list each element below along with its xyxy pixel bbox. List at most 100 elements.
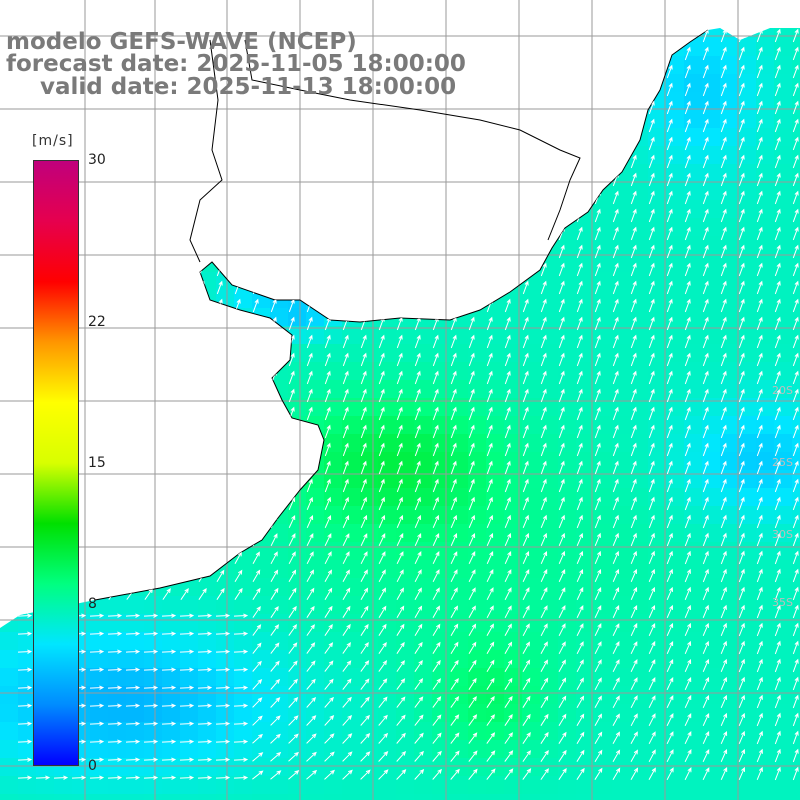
wind-arrow [432, 569, 440, 583]
wind-arrow [504, 496, 511, 511]
wind-arrow [216, 226, 223, 241]
wind-arrow [486, 244, 493, 259]
wind-arrow [144, 551, 153, 564]
wind-arrow [252, 605, 261, 618]
wind-arrow [306, 496, 313, 510]
wind-arrow [756, 388, 763, 403]
wind-arrow [107, 739, 123, 744]
wind-arrow [107, 757, 123, 762]
wind-arrow [216, 190, 223, 205]
wind-arrow [216, 406, 223, 421]
wind-arrow [666, 334, 673, 349]
wind-arrow [288, 733, 299, 744]
wind-arrow [270, 172, 277, 187]
wind-arrow [612, 677, 620, 691]
wind-arrow [288, 352, 295, 367]
wind-arrow [702, 604, 709, 618]
wind-arrow [126, 244, 133, 259]
wind-arrow [486, 587, 494, 601]
wind-arrow [558, 262, 565, 277]
wind-arrow [414, 750, 424, 762]
wind-arrow [774, 478, 781, 493]
wind-arrow [504, 100, 511, 115]
wind-arrow [180, 352, 187, 367]
wind-arrow [234, 100, 241, 115]
wind-arrow [774, 316, 781, 331]
wind-arrow [504, 732, 513, 744]
wind-arrow [738, 550, 745, 565]
wind-arrow [486, 550, 494, 565]
wind-arrow [468, 136, 475, 151]
wind-arrow [558, 46, 565, 61]
wind-arrow [540, 442, 547, 457]
wind-arrow [306, 460, 313, 475]
wind-arrow [180, 100, 187, 115]
wind-arrow [450, 262, 457, 277]
wind-arrow [720, 424, 727, 439]
wind-arrow [89, 775, 105, 780]
wind-arrow [306, 587, 315, 600]
wind-arrow [738, 568, 745, 583]
wind-arrow [396, 514, 404, 529]
wind-arrow [161, 721, 177, 726]
wind-arrow [756, 622, 763, 637]
wind-arrow [396, 496, 403, 511]
wind-arrow [666, 136, 673, 151]
wind-arrow [720, 334, 727, 349]
wind-arrow [576, 514, 583, 529]
wind-arrow [540, 100, 547, 115]
wind-arrow [666, 82, 673, 97]
wind-arrow [215, 757, 231, 762]
wind-arrow [288, 424, 295, 439]
wind-arrow [468, 496, 475, 511]
wind-arrow [198, 334, 205, 349]
wind-arrow [378, 478, 385, 493]
wind-arrow [396, 208, 403, 223]
wind-arrow [666, 280, 673, 295]
wind-arrow [432, 623, 441, 636]
wind-arrow [612, 749, 621, 762]
wind-arrow [558, 731, 567, 744]
wind-arrow [540, 82, 547, 97]
wind-arrow [360, 136, 367, 151]
wind-arrow [504, 677, 513, 690]
wind-arrow [504, 316, 511, 331]
wind-arrow [288, 569, 297, 582]
wind-arrow [288, 551, 296, 565]
wind-arrow [108, 208, 115, 223]
wind-arrow [450, 605, 458, 618]
wind-arrow [522, 677, 531, 690]
wind-arrow [234, 334, 241, 349]
wind-arrow [666, 424, 673, 439]
wind-arrow [594, 298, 601, 313]
wind-arrow [774, 442, 781, 457]
wind-arrow [450, 298, 457, 313]
wind-arrow [432, 190, 439, 205]
wind-arrow [612, 136, 619, 151]
wind-arrow [396, 623, 405, 636]
wind-arrow [792, 100, 799, 115]
wind-arrow [756, 532, 763, 547]
wind-arrow [594, 136, 601, 151]
wind-arrow [756, 604, 763, 619]
wind-arrow [108, 442, 115, 457]
wind-arrow [648, 244, 655, 259]
wind-arrow [234, 424, 241, 439]
wind-arrow [432, 768, 442, 780]
wind-arrow [702, 767, 710, 781]
wind-arrow [540, 695, 549, 708]
wind-arrow [252, 442, 259, 457]
wind-arrow [792, 388, 799, 403]
wind-arrow [270, 660, 280, 672]
wind-arrow [450, 750, 460, 762]
wind-arrow [486, 136, 493, 151]
wind-arrow [144, 569, 153, 582]
wind-arrow [540, 605, 548, 619]
wind-arrow [522, 750, 531, 762]
wind-arrow [215, 631, 231, 636]
wind-arrow [216, 496, 223, 510]
wind-arrow [288, 226, 295, 241]
wind-arrow [486, 460, 493, 475]
wind-arrow [684, 226, 691, 241]
wind-arrow [666, 460, 673, 475]
